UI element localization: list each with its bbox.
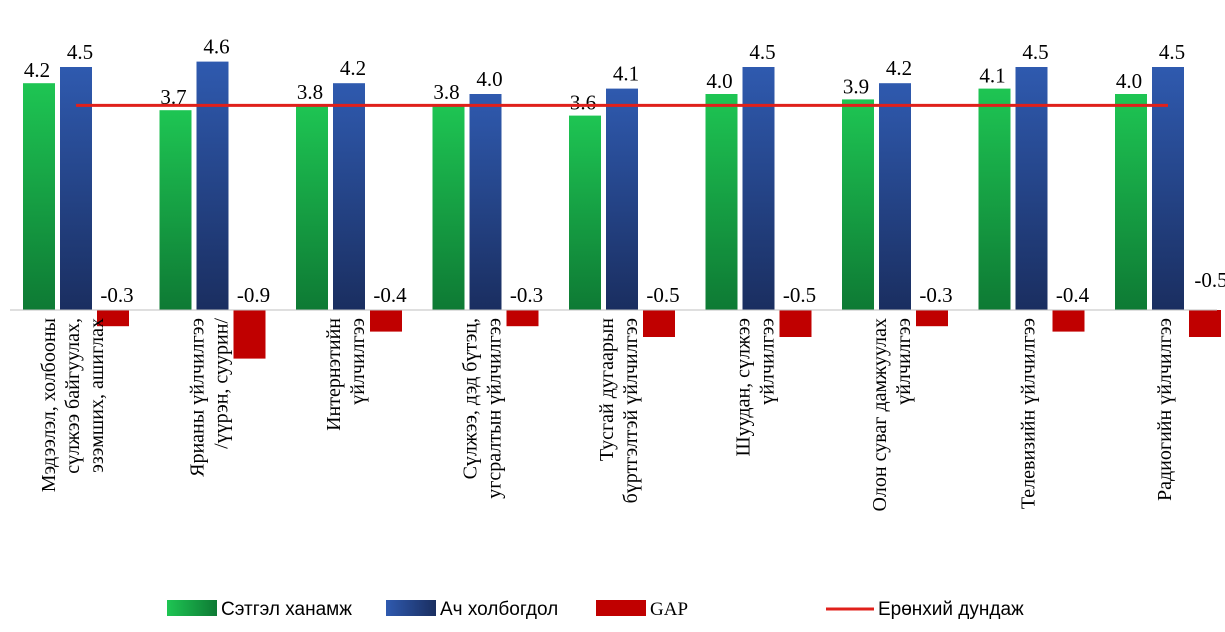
bar-series0-cat7 [978,88,1011,310]
bar-series2-cat7 [1052,310,1085,332]
bar-series1-cat3 [469,94,502,310]
category-label-8: Радиогийн үйлчилгээ [1154,318,1176,501]
value-label-series0-cat8: 4.0 [1116,69,1142,93]
bar-series1-cat6 [879,83,911,310]
value-label-series1-cat8: 4.5 [1159,40,1185,64]
bar-series1-cat0 [60,67,92,310]
legend-label: Ач холбогдол [440,599,558,620]
bar-series0-cat2 [296,104,328,310]
legend-item-gap: GAP [596,599,688,620]
bar-series1-cat5 [742,67,775,310]
value-label-series2-cat7: -0.4 [1056,283,1090,307]
bar-series2-cat0 [97,310,129,327]
value-label-series0-cat7: 4.1 [979,64,1005,88]
category-label-line: Тусгай дугаарын [596,318,618,461]
category-label-line: Мэдээлэл, холбооны [38,318,60,492]
category-label-line: сүлжээ байгуулах, [62,318,84,474]
category-label-line: эзэмших, ашиглах [86,318,108,473]
value-label-series1-cat7: 4.5 [1022,40,1048,64]
category-label-1: Ярианы үйлчилгээ/үүрэн, суурин/ [187,318,233,477]
category-label-line: Олон суваг дамжуулах [869,318,891,512]
category-label-line: Сүлжээ, дэд бүтэц, [460,318,482,479]
value-label-series0-cat0: 4.2 [24,58,50,82]
category-label-5: Шуудан, сүлжээ үйлчилгээ [733,318,779,457]
category-label-line: Шуудан, сүлжээ [733,318,755,457]
category-label-line: үйлчилгээ [893,318,915,405]
legend-label: GAP [650,599,688,620]
category-label-7: Телевизийн үйлчилгээ [1018,318,1040,509]
legend-swatch [386,600,436,616]
bar-series0-cat6 [842,99,874,311]
bar-series0-cat1 [159,110,192,310]
category-labels-layer: Мэдээлэл, холбооны сүлжээ байгуулах, эзэмш… [38,318,1176,512]
category-label-6: Олон суваг дамжуулах үйлчилгээ [869,318,915,512]
legend-label: Ерөнхий дундаж [878,599,1024,620]
value-label-series1-cat5: 4.5 [749,40,775,64]
value-labels-layer: 4.24.5-0.33.74.6-0.93.84.2-0.43.84.0-0.3… [24,35,1225,307]
legend-swatch [167,600,217,616]
bar-series1-cat7 [1015,67,1048,310]
legend-item-average: Ерөнхий дундаж [826,599,1024,620]
value-label-series1-cat3: 4.0 [476,67,502,91]
bar-series2-cat3 [506,310,539,327]
category-label-3: Сүлжээ, дэд бүтэц, угсралтын үйлчилгээ [460,318,506,499]
category-label-line: үйлчилгээ [347,318,369,405]
value-label-series1-cat4: 4.1 [613,62,639,86]
bar-series0-cat3 [432,104,465,310]
value-label-series1-cat1: 4.6 [203,35,229,59]
value-label-series2-cat8: -0.5 [1194,268,1225,292]
category-label-4: Тусгай дугаарын бүртгэлтэй үйлчилгээ [596,318,642,504]
bar-series2-cat4 [643,310,675,337]
value-label-series0-cat6: 3.9 [843,74,869,98]
bar-series2-cat1 [233,310,266,359]
category-label-line: бүртгэлтэй үйлчилгээ [620,318,642,503]
value-label-series0-cat5: 4.0 [706,69,732,93]
value-label-series2-cat1: -0.9 [237,283,270,307]
bar-series1-cat4 [606,88,638,310]
category-label-line: Интернэтийн [323,318,345,431]
value-label-series1-cat0: 4.5 [67,40,93,64]
legend-item-satisfaction: Сэтгэл ханамж [167,599,352,620]
value-label-series2-cat0: -0.3 [100,283,133,307]
bar-series1-cat8 [1152,67,1184,310]
value-label-series0-cat3: 3.8 [433,80,459,104]
category-label-line: Телевизийн үйлчилгээ [1018,318,1040,509]
category-label-line: угсралтын үйлчилгээ [484,318,506,499]
category-label-line: /үүрэн, суурин/ [211,318,233,449]
value-label-series2-cat5: -0.5 [783,283,816,307]
bar-series1-cat1 [196,61,229,310]
bar-series2-cat5 [779,310,812,337]
legend-label: Сэтгэл ханамж [221,599,352,620]
value-label-series2-cat4: -0.5 [646,283,679,307]
category-label-line: Ярианы үйлчилгээ [187,318,209,477]
category-label-line: үйлчилгээ [757,318,779,405]
category-label-2: Интернэтийн үйлчилгээ [323,318,369,431]
value-label-series2-cat6: -0.3 [919,283,952,307]
value-label-series1-cat6: 4.2 [886,56,912,80]
bars-layer [23,61,1221,359]
legend-swatch [596,600,646,616]
bar-series0-cat5 [705,94,738,310]
bar-series0-cat4 [569,115,601,310]
bar-series2-cat6 [916,310,948,327]
category-label-line: Радиогийн үйлчилгээ [1154,318,1176,501]
legend: Сэтгэл ханамж Ач холбогдол GAP Ерөнхий дунд… [167,599,1024,620]
value-label-series2-cat3: -0.3 [510,283,543,307]
category-label-0: Мэдээлэл, холбооны сүлжээ байгуулах, эзэмш… [38,318,108,492]
bar-series1-cat2 [333,83,365,310]
bar-series2-cat2 [370,310,402,332]
value-label-series2-cat2: -0.4 [373,283,407,307]
value-label-series0-cat2: 3.8 [297,80,323,104]
value-label-series0-cat4: 3.6 [570,91,596,115]
bar-series2-cat8 [1189,310,1221,337]
bar-series0-cat0 [23,83,55,310]
bar-series0-cat8 [1115,94,1147,310]
legend-item-importance: Ач холбогдол [386,599,558,620]
value-label-series1-cat2: 4.2 [340,56,366,80]
